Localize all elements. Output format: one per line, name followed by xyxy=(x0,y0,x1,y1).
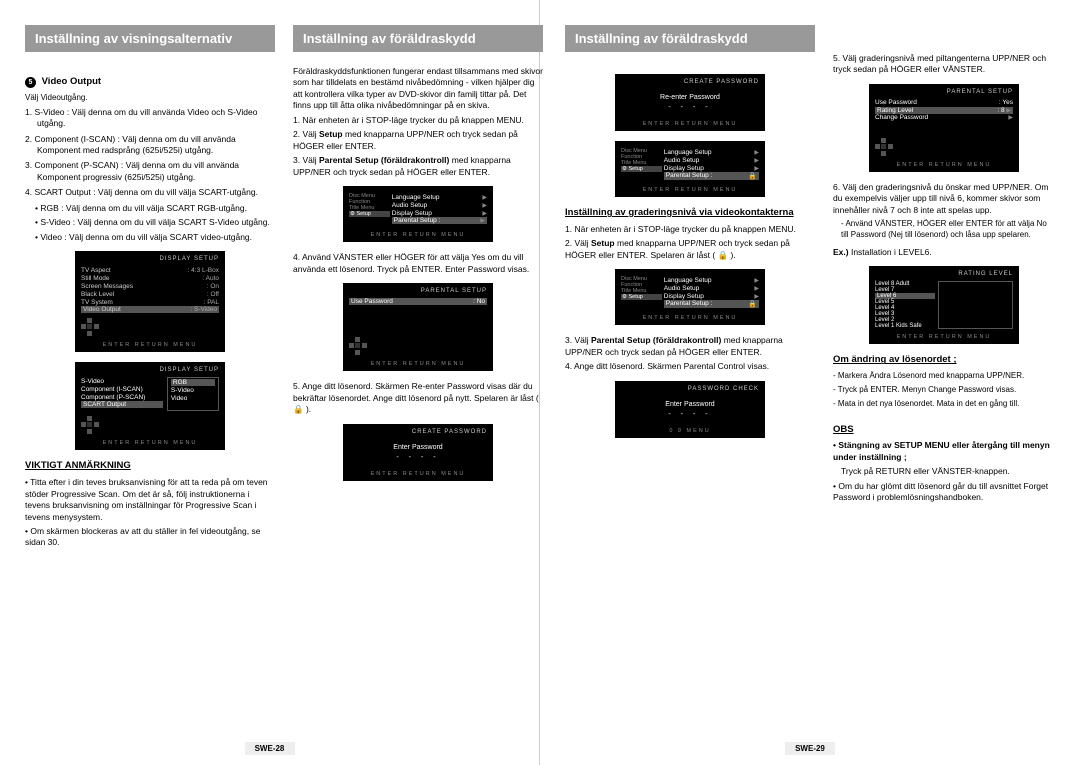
example-level6: Ex.) Ex.) Installation i LEVEL6.Installa… xyxy=(833,247,1055,258)
dpad-icon xyxy=(81,416,99,434)
important-note-1: • Titta efter i din teves bruksanvisning… xyxy=(25,477,275,523)
grading-heading: Inställning av graderingsnivå via videok… xyxy=(565,207,815,220)
screenshot-display-setup-1: DISPLAY SETUP TV Aspect: 4:3 L-Box Still… xyxy=(75,251,225,352)
header-parental-1: Inställning av föräldraskydd xyxy=(293,25,543,52)
obs-1b: Tryck på RETURN eller VÄNSTER-knappen. xyxy=(833,466,1055,477)
vo-item-1: 1. S-Video : Välj denna om du vill använ… xyxy=(25,107,275,130)
screenshot-password-check: PASSWORD CHECK Enter Password - - - - 0 … xyxy=(615,381,765,438)
parental-step-4: 4. Använd VÄNSTER eller HÖGER för att vä… xyxy=(293,252,543,275)
parental-intro: Föräldraskyddsfunktionen fungerar endast… xyxy=(293,66,543,112)
change-password-heading: Om ändring av lösenordet ; xyxy=(833,354,1055,367)
screenshot-setup-menu-locked: Disc Menu Function Title Menu ⚙ Setup La… xyxy=(615,141,765,197)
grading-step-3: 3. Välj Parental Setup (föräldrakontroll… xyxy=(565,335,815,358)
parental-step-3: 3. Välj Parental Setup (föräldrakontroll… xyxy=(293,155,543,178)
screenshot-display-setup-2: DISPLAY SETUP S-Video Component (I-SCAN)… xyxy=(75,362,225,450)
left-col-1: Inställning av visningsalternativ 5 Vide… xyxy=(25,25,275,552)
vo-item-4: 4. SCART Output : Välj denna om du vill … xyxy=(25,187,275,198)
left-col-2: Inställning av föräldraskydd Föräldrasky… xyxy=(293,25,543,552)
header-parental-2: Inställning av föräldraskydd xyxy=(565,25,815,52)
page-number-right: SWE-29 xyxy=(785,742,835,755)
change-password-3: - Mata in det nya lösenordet. Mata in de… xyxy=(833,399,1055,410)
vo-sub-rgb: • RGB : Välj denna om du vill välja SCAR… xyxy=(35,203,275,214)
obs-heading: OBS xyxy=(833,424,1055,437)
grading-step-6-sub: - Använd VÄNSTER, HÖGER eller ENTER för … xyxy=(833,219,1055,241)
vo-sub-video: • Video : Välj denna om du vill välja SC… xyxy=(35,232,275,243)
obs-2: • Om du har glömt ditt lösenord går du t… xyxy=(833,481,1055,504)
page-spread: Inställning av visningsalternativ 5 Vide… xyxy=(0,0,1080,765)
important-note-2: • Om skärmen blockeras av att du ställer… xyxy=(25,526,275,549)
change-password-2: - Tryck på ENTER. Menyn Change Password … xyxy=(833,385,1055,396)
screenshot-setup-menu-1: Disc Menu Function Title Menu ⚙ Setup La… xyxy=(343,186,493,242)
dpad-icon xyxy=(349,337,367,355)
header-display-options: Inställning av visningsalternativ xyxy=(25,25,275,52)
parental-step-2: 2. Välj Setup med knapparna UPP/NER och … xyxy=(293,129,543,152)
video-output-heading: 5 Video Output xyxy=(25,76,275,89)
change-password-1: - Markera Ändra Lösenord med knapparna U… xyxy=(833,371,1055,382)
grading-step-4: 4. Ange ditt lösenord. Skärmen Parental … xyxy=(565,361,815,372)
screenshot-reenter-password: CREATE PASSWORD Re-enter Password - - - … xyxy=(615,74,765,131)
dpad-icon xyxy=(875,138,893,156)
right-col-2: 5. Välj graderingsnivå med piltangentern… xyxy=(833,25,1055,507)
right-col-1: Inställning av föräldraskydd CREATE PASS… xyxy=(565,25,815,507)
video-output-sub: Välj Videoutgång. xyxy=(25,93,275,104)
vo-item-2: 2. Component (I-SCAN) : Välj denna om du… xyxy=(25,134,275,157)
obs-1: • Stängning av SETUP MENU eller återgång… xyxy=(833,440,1055,463)
parental-step-1: 1. När enheten är i STOP-läge trycker du… xyxy=(293,115,543,126)
important-note-heading: VIKTIGT ANMÄRKNING xyxy=(25,460,275,473)
vo-item-3: 3. Component (P-SCAN) : Välj denna om du… xyxy=(25,160,275,183)
page-right: Inställning av föräldraskydd CREATE PASS… xyxy=(540,0,1080,765)
vo-sub-svideo: • S-Video : Välj denna om du vill välja … xyxy=(35,217,275,228)
screenshot-parental-setup-yes: PARENTAL SETUP Use Password: Yes Rating … xyxy=(869,84,1019,172)
dpad-icon xyxy=(81,318,99,336)
screenshot-parental-setup-no: PARENTAL SETUP Use Password: No ENTER RE… xyxy=(343,283,493,371)
page-number-left: SWE-28 xyxy=(245,742,295,755)
page-left: Inställning av visningsalternativ 5 Vide… xyxy=(0,0,540,765)
grading-step-5: 5. Välj graderingsnivå med piltangentern… xyxy=(833,53,1055,76)
badge-5: 5 xyxy=(25,77,36,88)
screenshot-create-password: CREATE PASSWORD Enter Password - - - - E… xyxy=(343,424,493,481)
grading-step-2: 2. Välj Setup med knapparna UPP/NER och … xyxy=(565,238,815,261)
screenshot-setup-menu-3: Disc Menu Function Title Menu ⚙ Setup La… xyxy=(615,269,765,325)
grading-step-6: 6. Välj den graderingsnivå du önskar med… xyxy=(833,182,1055,216)
screenshot-rating-level: RATING LEVEL Level 8 Adult Level 7 Level… xyxy=(869,266,1019,344)
parental-step-5: 5. Ange ditt lösenord. Skärmen Re-enter … xyxy=(293,381,543,415)
grading-step-1: 1. När enheten är i STOP-läge trycker du… xyxy=(565,224,815,235)
